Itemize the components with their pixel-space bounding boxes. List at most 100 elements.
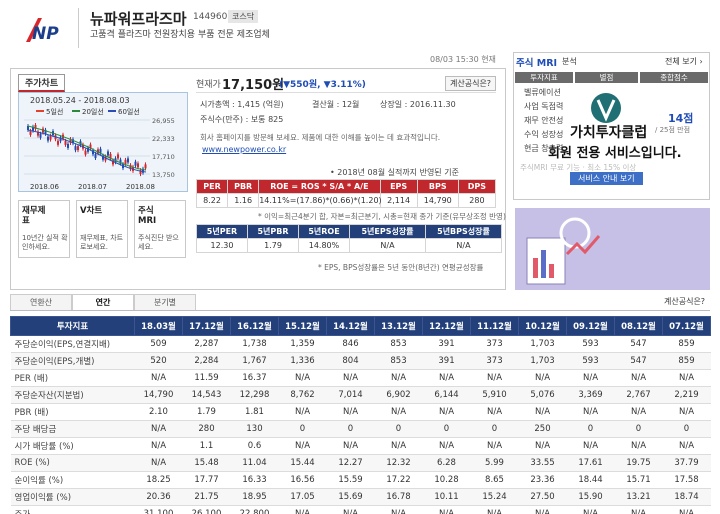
legend-label: 20일선: [82, 107, 104, 116]
formula-button[interactable]: 계산공식은?: [445, 76, 497, 91]
value-cell: 14,790: [134, 386, 183, 404]
value-cell: 14.80%: [298, 238, 350, 253]
candle-body: [104, 156, 107, 161]
candle-body: [94, 154, 97, 159]
value-cell: N/A: [326, 505, 375, 514]
header-row: 투자지표 18.03월 17.12월 16.12월 15.12월 14.12월 13.12월…: [10, 316, 711, 336]
value-cell: 547: [614, 335, 663, 353]
data-row: ROE (%) N/A 15.48 11.04 15.44 12.27 12.32 6.28 5…: [10, 454, 711, 472]
candle-body: [107, 151, 109, 156]
value-cell: 5,076: [518, 386, 567, 404]
price-change: (▼550원, ▼3.11%): [279, 80, 366, 90]
chart-tab[interactable]: 주가차트: [18, 74, 66, 92]
basis: • 2018년 08월 실적까지 반영된 기준: [330, 168, 459, 177]
y-tick-label: 22,333: [152, 135, 175, 143]
header-cell: 15.12월: [278, 316, 327, 336]
candle-body: [44, 129, 47, 134]
value-cell: N/A: [326, 437, 375, 455]
candle-body: [89, 144, 92, 149]
candle-body: [67, 143, 69, 148]
tool-box[interactable]: [18, 200, 70, 258]
header-cell: 14.12월: [326, 316, 375, 336]
value-cell: N/A: [278, 505, 327, 514]
homepage-url[interactable]: www.newpower.co.kr: [202, 145, 287, 154]
value-cell: 22,800: [230, 505, 279, 514]
tool-caption: 재무제표, 차트로보세요.: [80, 234, 124, 251]
candle-body: [32, 126, 34, 131]
view-all[interactable]: 전체 보기 ›: [665, 57, 703, 66]
value-cell: 13.21: [614, 488, 663, 506]
tool-box[interactable]: [134, 200, 186, 258]
value-cell: 12.30: [196, 238, 248, 253]
chart-plot: 5일선 20일선 60일선 26,955 22,333 17,710 13,750 2018.…: [24, 107, 175, 191]
value-cell: 11.04: [230, 454, 279, 472]
separator: [196, 92, 496, 93]
value-cell: N/A: [349, 238, 426, 253]
mri-panel: [513, 52, 710, 200]
value-cell: 18.74: [662, 488, 711, 506]
value-cell: 17.05: [278, 488, 327, 506]
ratio-note: * 이익=최근4분기 합, 자본=최근분기, 시총=현재 종가 기준(유무상조정…: [258, 212, 506, 221]
candle-body: [144, 164, 147, 169]
stock-chart: [18, 92, 188, 192]
value-cell: 280: [182, 420, 231, 438]
candle-body: [72, 139, 74, 144]
value-cell: 8.65: [470, 471, 519, 489]
row-label: 순이익률 (%): [10, 471, 135, 489]
value-cell: 846: [326, 335, 375, 353]
candle-body: [27, 126, 29, 130]
candle-body: [102, 155, 104, 160]
row-label: ROE (%): [10, 454, 135, 472]
candle-body: [39, 133, 42, 138]
row-label: 주당순이익(EPS,개별): [10, 352, 135, 370]
period-tab[interactable]: 연환산: [10, 294, 72, 310]
tool-box[interactable]: [76, 200, 128, 258]
header-row: 5년PER 5년PBR 5년ROE 5년EPS성장률 5년BPS성장률: [196, 224, 502, 239]
value-cell: 15.48: [182, 454, 231, 472]
ma-line: [27, 129, 147, 173]
value-cell: 15.59: [326, 471, 375, 489]
value-cell: 2,767: [614, 386, 663, 404]
chart-period: 2018.05.24 - 2018.08.03: [30, 96, 130, 105]
value-cell: 373: [470, 352, 519, 370]
info-item: 시가총액 : 1,415 (억원): [200, 100, 284, 109]
value-cell: N/A: [278, 403, 327, 421]
period-tab[interactable]: 연간: [72, 294, 134, 310]
header-cell: 13.12월: [374, 316, 423, 336]
overlay-line2: 회원 전용 서비스입니다.: [548, 146, 682, 161]
service-button[interactable]: 서비스 안내 보기: [570, 172, 643, 185]
header-cell: BPS: [416, 179, 459, 194]
value-cell: 373: [470, 335, 519, 353]
value-cell: 15.44: [278, 454, 327, 472]
value-cell: N/A: [374, 437, 423, 455]
value-cell: 130: [230, 420, 279, 438]
value-cell: 1.1: [182, 437, 231, 455]
overlay-line1: 가치투자클럽: [570, 125, 648, 141]
value-cell: 31,100: [134, 505, 183, 514]
value-cell: N/A: [662, 437, 711, 455]
value-cell: N/A: [278, 369, 327, 387]
header-cell: 07.12월: [662, 316, 711, 336]
value-cell: 593: [566, 352, 615, 370]
candle-body: [29, 130, 32, 135]
data-row: 영업이익률 (%) 20.36 21.75 18.95 17.05 15.69 16.78 1…: [10, 488, 711, 506]
period-tab[interactable]: 분기별: [134, 294, 196, 310]
value-cell: 17.61: [566, 454, 615, 472]
value-cell: 0.6: [230, 437, 279, 455]
value-cell: 1,336: [278, 352, 327, 370]
data-row: 주당순자산(지분법) 14,790 14,543 12,298 8,762 7,014 6,…: [10, 386, 711, 404]
value-cell: 0: [470, 420, 519, 438]
company-name: 뉴파워프라즈마: [90, 10, 187, 28]
value-cell: 15.90: [566, 488, 615, 506]
header-cell: 16.12월: [230, 316, 279, 336]
ratio-table: PER PBR ROE = ROS * S/A * A/E EPS BPS DPS 8.22…: [195, 179, 497, 208]
value-cell: 1.79: [182, 403, 231, 421]
formula-button-2[interactable]: 계산공식은?: [664, 297, 706, 306]
candle-body: [134, 161, 137, 166]
value-cell: 0: [326, 420, 375, 438]
y-tick-label: 17,710: [152, 153, 175, 161]
value-cell: 8,762: [278, 386, 327, 404]
value-cell: 1,738: [230, 335, 279, 353]
tool-caption: 10년간 실적 확인하세요.: [22, 234, 68, 251]
